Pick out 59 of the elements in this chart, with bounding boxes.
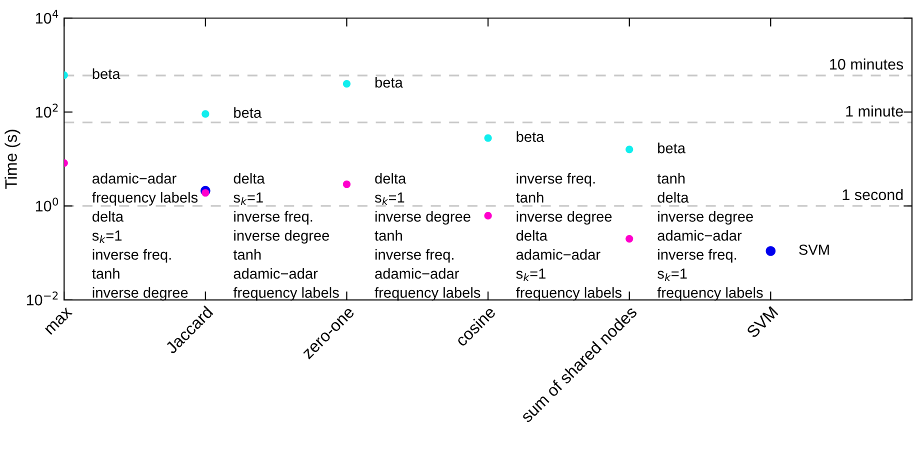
- annotation: tanh: [516, 192, 544, 203]
- annotation: s$_{k}$=1: [234, 192, 263, 205]
- annotation: delta: [516, 230, 548, 241]
- annotation: tanh: [233, 249, 261, 260]
- annotation: SVM: [799, 244, 829, 255]
- annotation: tanh: [92, 268, 120, 279]
- annotation: frequency labels: [92, 192, 198, 206]
- annotation: adamic−adar: [92, 172, 176, 184]
- annotation: delta: [658, 192, 689, 203]
- y-tick-label: 10$^{2}$: [36, 104, 58, 118]
- x-tick-label: max: [44, 307, 73, 335]
- y-tick-label: 10$^{0}$: [36, 198, 58, 212]
- annotation: delta: [375, 172, 406, 184]
- annotation: frequency labels: [233, 287, 339, 301]
- annotation: frequency labels: [374, 287, 480, 301]
- ref-line-label: 10 minutes: [830, 58, 904, 70]
- annotation: beta: [375, 76, 403, 88]
- annotation: adamic−adar: [375, 268, 459, 279]
- annotation: inverse degree: [658, 211, 753, 225]
- annotation: tanh: [657, 172, 685, 184]
- point: [626, 234, 634, 243]
- annotation: inverse degree: [375, 211, 470, 225]
- annotation: adamic−adar: [234, 268, 318, 279]
- ref-line-label: 1 minute: [846, 105, 903, 117]
- annotation: adamic−adar: [516, 249, 600, 260]
- annotation: inverse freq.: [658, 249, 736, 263]
- annotation: inverse freq.: [234, 211, 312, 225]
- y-tick-label: 10$^{−2}$: [26, 292, 58, 306]
- annotation: inverse degree: [516, 211, 612, 225]
- annotation: s$_{k}$=1: [658, 268, 687, 282]
- annotation: frequency labels: [657, 287, 763, 301]
- annotation: s$_{k}$=1: [516, 268, 546, 282]
- annotation: inverse degree: [92, 287, 188, 301]
- annotation: beta: [516, 131, 544, 142]
- y-tick-label: 10$^{4}$: [36, 10, 58, 24]
- annotation: inverse freq.: [516, 172, 595, 187]
- point: [626, 146, 634, 154]
- annotation: beta: [92, 68, 120, 80]
- annotation: frequency labels: [516, 287, 622, 301]
- annotation: inverse freq.: [92, 249, 171, 263]
- annotation: beta: [658, 142, 686, 154]
- ref-line-label: 1 second: [842, 188, 903, 200]
- point: [766, 246, 776, 256]
- annotation: adamic−adar: [658, 230, 742, 241]
- annotation: delta: [234, 172, 265, 184]
- point: [342, 80, 351, 88]
- point: [484, 212, 492, 220]
- annotation: beta: [234, 107, 262, 118]
- annotation: inverse freq.: [375, 249, 454, 263]
- annotation: tanh: [374, 230, 402, 241]
- point: [484, 134, 492, 142]
- annotation: delta: [92, 211, 124, 222]
- point: [342, 180, 351, 188]
- point: [202, 189, 210, 197]
- y-axis-title: Time (s): [4, 130, 20, 189]
- annotation: s$_{k}$=1: [374, 192, 404, 205]
- point: [202, 110, 210, 118]
- annotation: inverse degree: [234, 230, 330, 244]
- annotation: s$_{k}$=1: [92, 230, 122, 243]
